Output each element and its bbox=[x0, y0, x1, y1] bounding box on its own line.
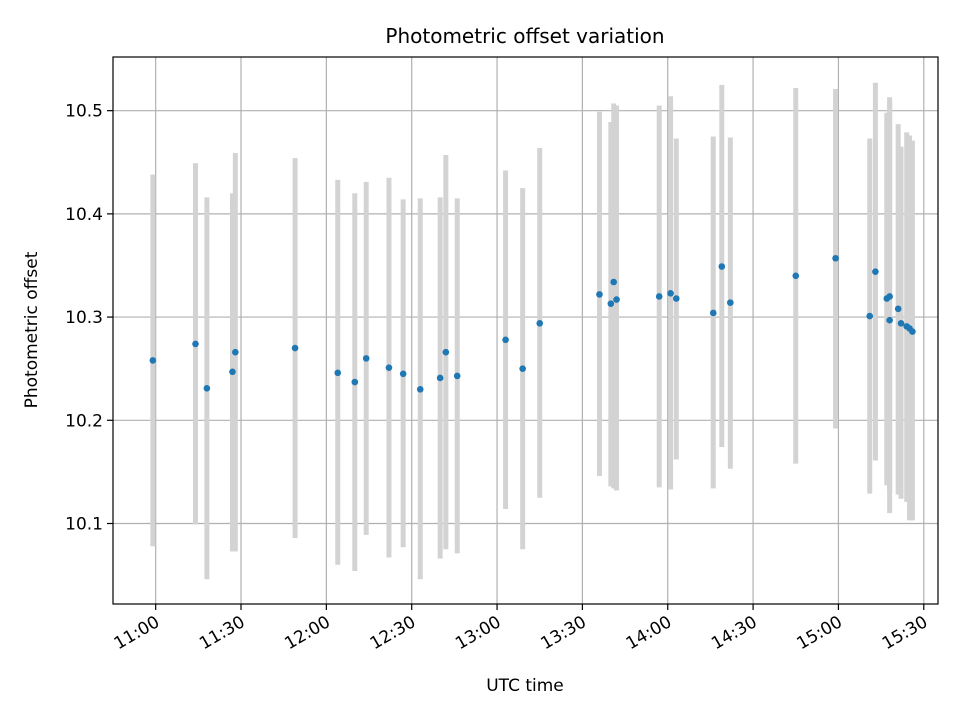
data-point bbox=[894, 305, 902, 313]
data-point bbox=[886, 293, 893, 300]
data-point bbox=[502, 336, 509, 344]
data-point bbox=[229, 368, 236, 376]
data-point bbox=[351, 378, 359, 386]
y-tick-label: 10.5 bbox=[65, 102, 103, 122]
x-axis-label: UTC time bbox=[486, 676, 564, 696]
data-point bbox=[709, 309, 717, 317]
data-point bbox=[655, 293, 663, 300]
data-point bbox=[436, 374, 444, 382]
data-point bbox=[536, 319, 544, 327]
data-point bbox=[607, 300, 615, 307]
y-axis-label: Photometric offset bbox=[22, 251, 42, 408]
y-tick-label: 10.2 bbox=[65, 411, 103, 431]
data-point bbox=[399, 370, 407, 378]
data-point bbox=[203, 384, 211, 392]
y-tick-label: 10.4 bbox=[65, 205, 103, 225]
data-point bbox=[909, 328, 916, 335]
data-point bbox=[672, 295, 680, 302]
data-point bbox=[442, 348, 450, 356]
data-point bbox=[886, 316, 893, 324]
data-point bbox=[334, 369, 342, 377]
data-point bbox=[149, 357, 157, 364]
data-point bbox=[596, 291, 603, 298]
data-point bbox=[832, 254, 839, 262]
data-point bbox=[613, 296, 620, 303]
data-point bbox=[385, 364, 393, 371]
data-point bbox=[416, 386, 424, 393]
data-point bbox=[667, 290, 674, 297]
data-point bbox=[232, 348, 239, 356]
data-point bbox=[872, 268, 879, 275]
data-point bbox=[610, 278, 617, 286]
data-point bbox=[453, 372, 461, 380]
chart-title: Photometric offset variation bbox=[385, 24, 664, 48]
data-point bbox=[727, 299, 734, 306]
y-tick-label: 10.3 bbox=[65, 308, 103, 328]
grid-lines bbox=[113, 57, 938, 604]
data-point bbox=[519, 365, 526, 372]
data-points bbox=[149, 254, 916, 393]
plot-frame bbox=[112, 56, 939, 605]
data-point bbox=[192, 340, 199, 348]
data-point bbox=[718, 263, 726, 270]
data-point bbox=[792, 272, 800, 280]
data-point bbox=[897, 319, 905, 327]
data-point bbox=[362, 355, 370, 362]
data-point bbox=[291, 344, 299, 352]
y-axis-ticks: 10.1 10.2 10.3 10.4 10.5 bbox=[65, 102, 113, 534]
data-point bbox=[866, 312, 874, 320]
y-tick-label: 10.1 bbox=[65, 514, 103, 534]
